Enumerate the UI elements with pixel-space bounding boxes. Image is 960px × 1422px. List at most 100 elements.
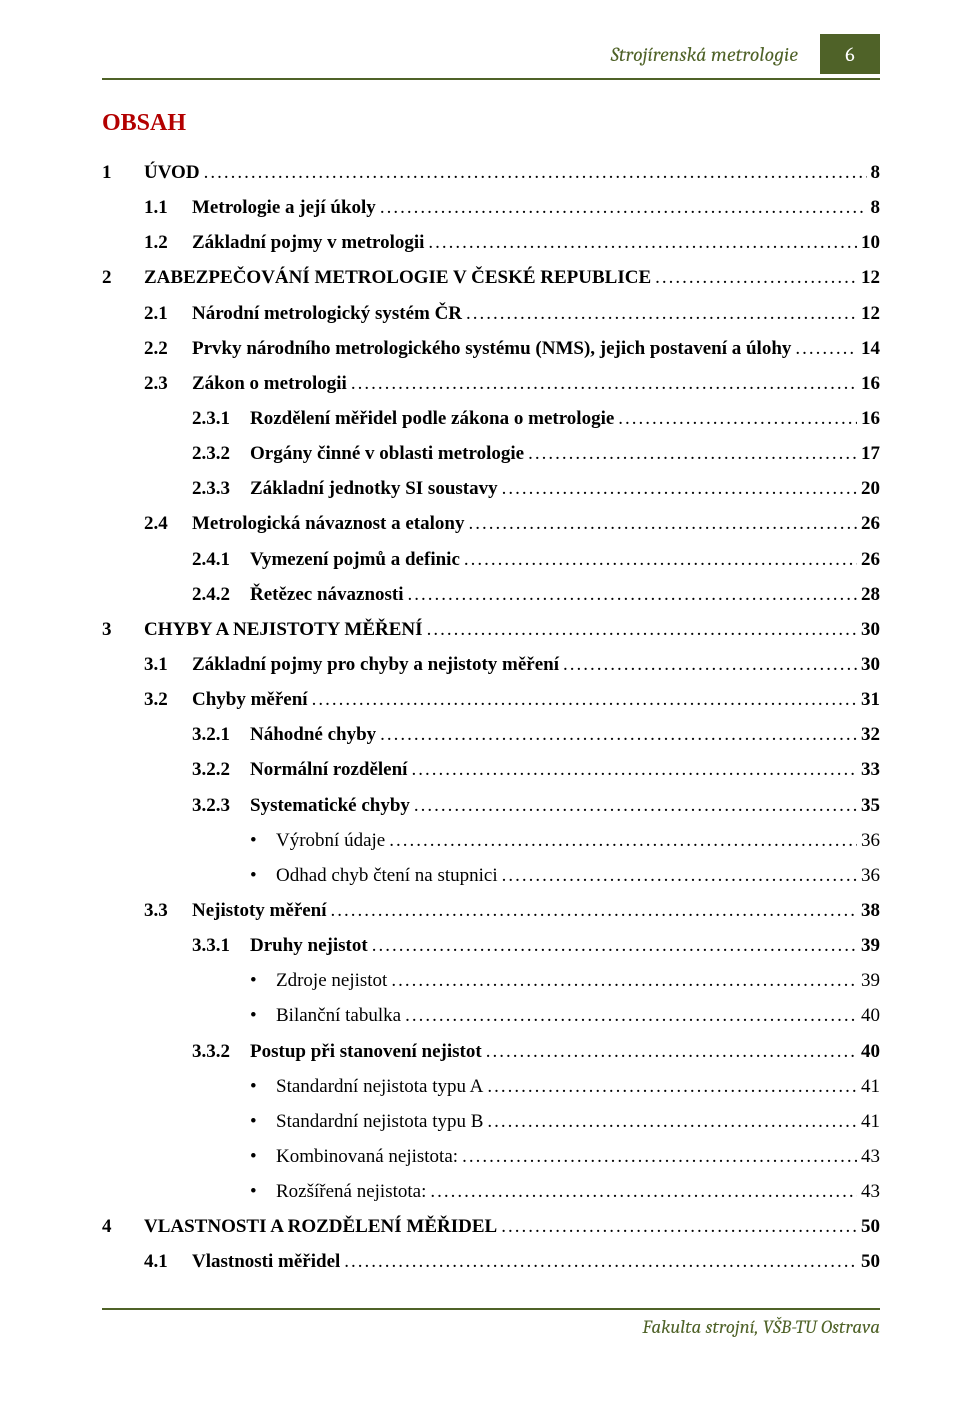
toc-entry-page: 43 (861, 1174, 880, 1209)
toc-entry[interactable]: •Standardní nejistota typu A41 (102, 1069, 880, 1104)
bullet-icon: • (250, 823, 276, 858)
toc-leader (312, 682, 857, 717)
toc-entry-label: Systematické chyby (250, 788, 410, 823)
toc-entry-page: 28 (861, 577, 880, 612)
toc-entry-number: 3.2.2 (192, 752, 250, 787)
toc-entry-page: 36 (861, 858, 880, 893)
toc-entry-page: 14 (861, 331, 880, 366)
toc-entry-label: Základní pojmy pro chyby a nejistoty měř… (192, 647, 559, 682)
toc-entry-page: 35 (861, 788, 880, 823)
toc-entry[interactable]: 3.1Základní pojmy pro chyby a nejistoty … (102, 647, 880, 682)
toc-leader (502, 858, 857, 893)
toc-entry-page: 16 (861, 401, 880, 436)
toc-entry[interactable]: 2.4Metrologická návaznost a etalony26 (102, 506, 880, 541)
toc-entry-page: 33 (861, 752, 880, 787)
toc-entry-label: Normální rozdělení (250, 752, 407, 787)
toc-entry-page: 38 (861, 893, 880, 928)
toc-entry-label: Standardní nejistota typu B (276, 1104, 483, 1139)
toc-entry[interactable]: •Rozšířená nejistota:43 (102, 1174, 880, 1209)
toc-entry-label: Rozdělení měřidel podle zákona o metrolo… (250, 401, 614, 436)
toc-leader (351, 366, 857, 401)
toc-entry[interactable]: 3.3.1Druhy nejistot39 (102, 928, 880, 963)
bullet-icon: • (250, 1174, 276, 1209)
toc-entry-number: 2.4.1 (192, 542, 250, 577)
toc-entry[interactable]: 3.2.3Systematické chyby35 (102, 788, 880, 823)
toc-entry-label: Výrobní údaje (276, 823, 385, 858)
toc-entry[interactable]: 1.1Metrologie a její úkoly8 (102, 190, 880, 225)
toc-leader (204, 155, 867, 190)
toc-entry-label: Zákon o metrologii (192, 366, 347, 401)
toc-entry-label: Chyby měření (192, 682, 308, 717)
toc-entry-label: Postup při stanovení nejistot (250, 1034, 482, 1069)
toc-entry-page: 50 (861, 1209, 880, 1244)
footer-rule (102, 1308, 880, 1310)
running-title: Strojírenská metrologie (611, 43, 798, 66)
toc-entry[interactable]: 1.2Základní pojmy v metrologii10 (102, 225, 880, 260)
toc-entry-number: 2.3.3 (192, 471, 250, 506)
toc-entry-page: 20 (861, 471, 880, 506)
toc-entry[interactable]: 2.3.2Orgány činné v oblasti metrologie17 (102, 436, 880, 471)
toc-leader (502, 471, 857, 506)
toc-leader (414, 788, 857, 823)
toc-entry-label: Kombinovaná nejistota: (276, 1139, 458, 1174)
toc-entry[interactable]: •Bilanční tabulka40 (102, 998, 880, 1033)
toc-entry[interactable]: 4VLASTNOSTI A ROZDĚLENÍ MĚŘIDEL 50 (102, 1209, 880, 1244)
toc-entry-label: Prvky národního metrologického systému (… (192, 331, 791, 366)
toc-entry[interactable]: 2.3.1Rozdělení měřidel podle zákona o me… (102, 401, 880, 436)
toc-leader (389, 823, 857, 858)
toc-entry[interactable]: 2ZABEZPEČOVÁNÍ METROLOGIE V ČESKÉ REPUBL… (102, 260, 880, 295)
toc-entry-number: 2.3 (144, 366, 192, 401)
toc-entry[interactable]: 2.4.1Vymezení pojmů a definic26 (102, 542, 880, 577)
toc-entry-page: 30 (861, 612, 880, 647)
toc-leader (487, 1104, 857, 1139)
toc-entry-label: Základní jednotky SI soustavy (250, 471, 498, 506)
bullet-icon: • (250, 1139, 276, 1174)
toc-leader (618, 401, 857, 436)
toc-entry[interactable]: 3CHYBY A NEJISTOTY MĚŘENÍ30 (102, 612, 880, 647)
toc-entry[interactable]: 3.3.2Postup při stanovení nejistot40 (102, 1034, 880, 1069)
toc-entry-number: 4 (102, 1209, 144, 1244)
toc-entry-page: 26 (861, 506, 880, 541)
toc-leader (501, 1209, 857, 1244)
toc-entry[interactable]: •Zdroje nejistot39 (102, 963, 880, 998)
toc-entry[interactable]: 1ÚVOD8 (102, 155, 880, 190)
toc-entry[interactable]: 2.2Prvky národního metrologického systém… (102, 331, 880, 366)
toc-leader (380, 190, 867, 225)
bullet-icon: • (250, 858, 276, 893)
toc-leader (344, 1244, 857, 1279)
toc-entry[interactable]: •Kombinovaná nejistota: 43 (102, 1139, 880, 1174)
toc-entry[interactable]: 3.2.2Normální rozdělení 33 (102, 752, 880, 787)
toc-entry-label: Metrologie a její úkoly (192, 190, 376, 225)
table-of-contents: 1ÚVOD81.1Metrologie a její úkoly81.2Zákl… (102, 155, 880, 1280)
toc-entry-page: 43 (861, 1139, 880, 1174)
footer-text: Fakulta strojní, VŠB-TU Ostrava (102, 1316, 880, 1338)
toc-entry-label: Standardní nejistota typu A (276, 1069, 483, 1104)
bullet-icon: • (250, 1069, 276, 1104)
toc-entry-label: Nejistoty měření (192, 893, 327, 928)
toc-entry[interactable]: 3.2.1Náhodné chyby32 (102, 717, 880, 752)
toc-entry[interactable]: •Standardní nejistota typu B41 (102, 1104, 880, 1139)
toc-entry-page: 41 (861, 1104, 880, 1139)
toc-entry[interactable]: 3.3Nejistoty měření38 (102, 893, 880, 928)
toc-entry-label: Základní pojmy v metrologii (192, 225, 424, 260)
toc-entry[interactable]: 3.2Chyby měření31 (102, 682, 880, 717)
toc-entry-label: Náhodné chyby (250, 717, 376, 752)
toc-entry-number: 3 (102, 612, 144, 647)
toc-entry-page: 12 (861, 296, 880, 331)
toc-entry-label: Vymezení pojmů a definic (250, 542, 460, 577)
toc-entry[interactable]: 2.3.3Základní jednotky SI soustavy 20 (102, 471, 880, 506)
toc-entry-label: VLASTNOSTI A ROZDĚLENÍ MĚŘIDEL (144, 1209, 497, 1244)
toc-entry[interactable]: •Odhad chyb čtení na stupnici36 (102, 858, 880, 893)
toc-entry[interactable]: •Výrobní údaje 36 (102, 823, 880, 858)
toc-entry[interactable]: 2.1Národní metrologický systém ČR12 (102, 296, 880, 331)
toc-entry[interactable]: 2.4.2Řetězec návaznosti28 (102, 577, 880, 612)
toc-entry-page: 36 (861, 823, 880, 858)
toc-entry[interactable]: 2.3Zákon o metrologii 16 (102, 366, 880, 401)
toc-entry-page: 32 (861, 717, 880, 752)
document-page: Strojírenská metrologie 6 OBSAH 1ÚVOD81.… (0, 0, 960, 1422)
toc-entry[interactable]: 4.1Vlastnosti měřidel50 (102, 1244, 880, 1279)
toc-entry-page: 50 (861, 1244, 880, 1279)
toc-leader (469, 506, 858, 541)
toc-entry-page: 16 (861, 366, 880, 401)
toc-entry-label: Druhy nejistot (250, 928, 368, 963)
